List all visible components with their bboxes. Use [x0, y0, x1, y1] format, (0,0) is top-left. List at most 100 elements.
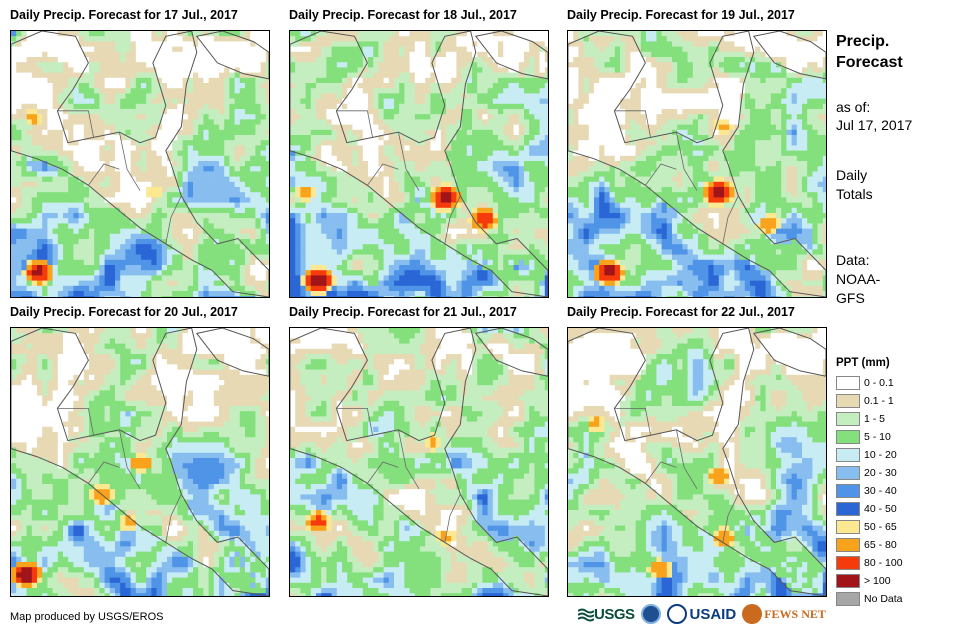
usaid-seal-icon — [666, 604, 687, 624]
legend-label: 40 - 50 — [864, 503, 897, 515]
legend-item: > 100 — [836, 573, 903, 589]
panel-title: Daily Precip. Forecast for 21 Jul., 2017 — [289, 305, 517, 319]
precip-map-3 — [567, 30, 827, 298]
legend-swatch — [836, 430, 860, 444]
legend-swatch — [836, 574, 860, 588]
usgs-wave-icon — [578, 608, 594, 622]
legend-item: 80 - 100 — [836, 555, 903, 571]
legend-item: 20 - 30 — [836, 465, 903, 481]
precip-map-5 — [289, 327, 549, 597]
legend-label: 20 - 30 — [864, 467, 897, 479]
country-border — [444, 494, 461, 543]
legend-swatch — [836, 412, 860, 426]
country-border — [722, 494, 739, 543]
legend-item: 50 - 65 — [836, 519, 903, 535]
map-grid-6 — [568, 328, 826, 596]
partner-logos: USGS USAID FEWS NET — [578, 600, 832, 628]
country-border — [676, 429, 698, 490]
legend-swatch — [836, 448, 860, 462]
panel-title: Daily Precip. Forecast for 20 Jul., 2017 — [10, 305, 238, 319]
legend-title: PPT (mm) — [836, 357, 890, 369]
sidebar-title: Precip. Forecast — [836, 33, 903, 71]
country-border — [165, 494, 182, 543]
legend-item: 10 - 20 — [836, 447, 903, 463]
legend: 0 - 0.1 0.1 - 1 1 - 5 5 - 10 10 - 20 20 - 30 3… — [836, 375, 903, 609]
map-credit: Map produced by USGS/EROS — [10, 611, 164, 623]
precip-map-1 — [10, 30, 270, 298]
fews-net-logo: FEWS NET — [742, 604, 826, 624]
legend-item: No Data — [836, 591, 903, 607]
country-border — [88, 461, 120, 484]
coastline — [474, 31, 548, 80]
legend-label: 80 - 100 — [864, 557, 903, 569]
coastline — [474, 328, 548, 377]
noaa-logo — [640, 604, 661, 624]
legend-label: 0 - 0.1 — [864, 377, 894, 389]
legend-swatch — [836, 502, 860, 516]
country-border — [645, 461, 677, 484]
as-of-date: Jul 17, 2017 — [836, 117, 913, 133]
usgs-logo-text: USGS — [594, 605, 635, 623]
legend-swatch — [836, 538, 860, 552]
country-border — [367, 461, 399, 484]
fews-net-seal-icon — [742, 604, 763, 624]
legend-label: 5 - 10 — [864, 431, 891, 443]
usaid-logo: USAID — [666, 604, 737, 624]
fews-net-logo-text: FEWS NET — [764, 606, 826, 621]
legend-label: 1 - 5 — [864, 413, 886, 425]
legend-swatch — [836, 592, 860, 606]
country-border — [444, 195, 461, 244]
noaa-seal-icon — [640, 604, 661, 624]
data-source-label: Data: NOAA-GFS — [836, 252, 881, 306]
coastline — [195, 328, 269, 377]
panel-title: Daily Precip. Forecast for 19 Jul., 2017 — [567, 8, 795, 22]
coastline — [195, 31, 269, 80]
coastline — [568, 328, 826, 596]
country-border — [119, 429, 141, 490]
country-border — [614, 408, 651, 436]
country-border — [336, 110, 373, 138]
daily-totals-label: Daily Totals — [836, 167, 873, 202]
map-grid-5 — [290, 328, 548, 596]
map-grid-1 — [11, 31, 269, 297]
country-border — [336, 408, 373, 436]
usgs-logo: USGS — [578, 606, 635, 623]
coastline — [568, 31, 826, 297]
legend-label: > 100 — [864, 575, 891, 587]
legend-swatch — [836, 556, 860, 570]
country-border — [57, 408, 94, 436]
legend-swatch — [836, 376, 860, 390]
panel-title: Daily Precip. Forecast for 17 Jul., 2017 — [10, 8, 238, 22]
country-border — [398, 429, 420, 490]
legend-label: 50 - 65 — [864, 521, 897, 533]
country-border — [722, 195, 739, 244]
legend-item: 40 - 50 — [836, 501, 903, 517]
panel-title: Daily Precip. Forecast for 22 Jul., 2017 — [567, 305, 795, 319]
country-border — [676, 132, 698, 191]
legend-item: 30 - 40 — [836, 483, 903, 499]
country-border — [367, 163, 399, 186]
legend-swatch — [836, 484, 860, 498]
country-border — [57, 110, 94, 138]
coastline — [290, 328, 548, 596]
coastline — [11, 328, 269, 596]
map-grid-3 — [568, 31, 826, 297]
as-of-label: as of: — [836, 99, 871, 115]
usaid-logo-text: USAID — [689, 605, 737, 623]
precip-map-2 — [289, 30, 549, 298]
coastline — [290, 31, 548, 297]
legend-label: 10 - 20 — [864, 449, 897, 461]
coastline — [752, 328, 826, 377]
legend-swatch — [836, 466, 860, 480]
legend-item: 5 - 10 — [836, 429, 903, 445]
legend-label: 65 - 80 — [864, 539, 897, 551]
country-border — [614, 110, 651, 138]
precip-map-4 — [10, 327, 270, 597]
precip-map-6 — [567, 327, 827, 597]
country-border — [398, 132, 420, 191]
coastline — [11, 31, 269, 297]
map-grid-4 — [11, 328, 269, 596]
panel-title: Daily Precip. Forecast for 18 Jul., 2017 — [289, 8, 517, 22]
country-border — [88, 163, 120, 186]
legend-item: 0.1 - 1 — [836, 393, 903, 409]
